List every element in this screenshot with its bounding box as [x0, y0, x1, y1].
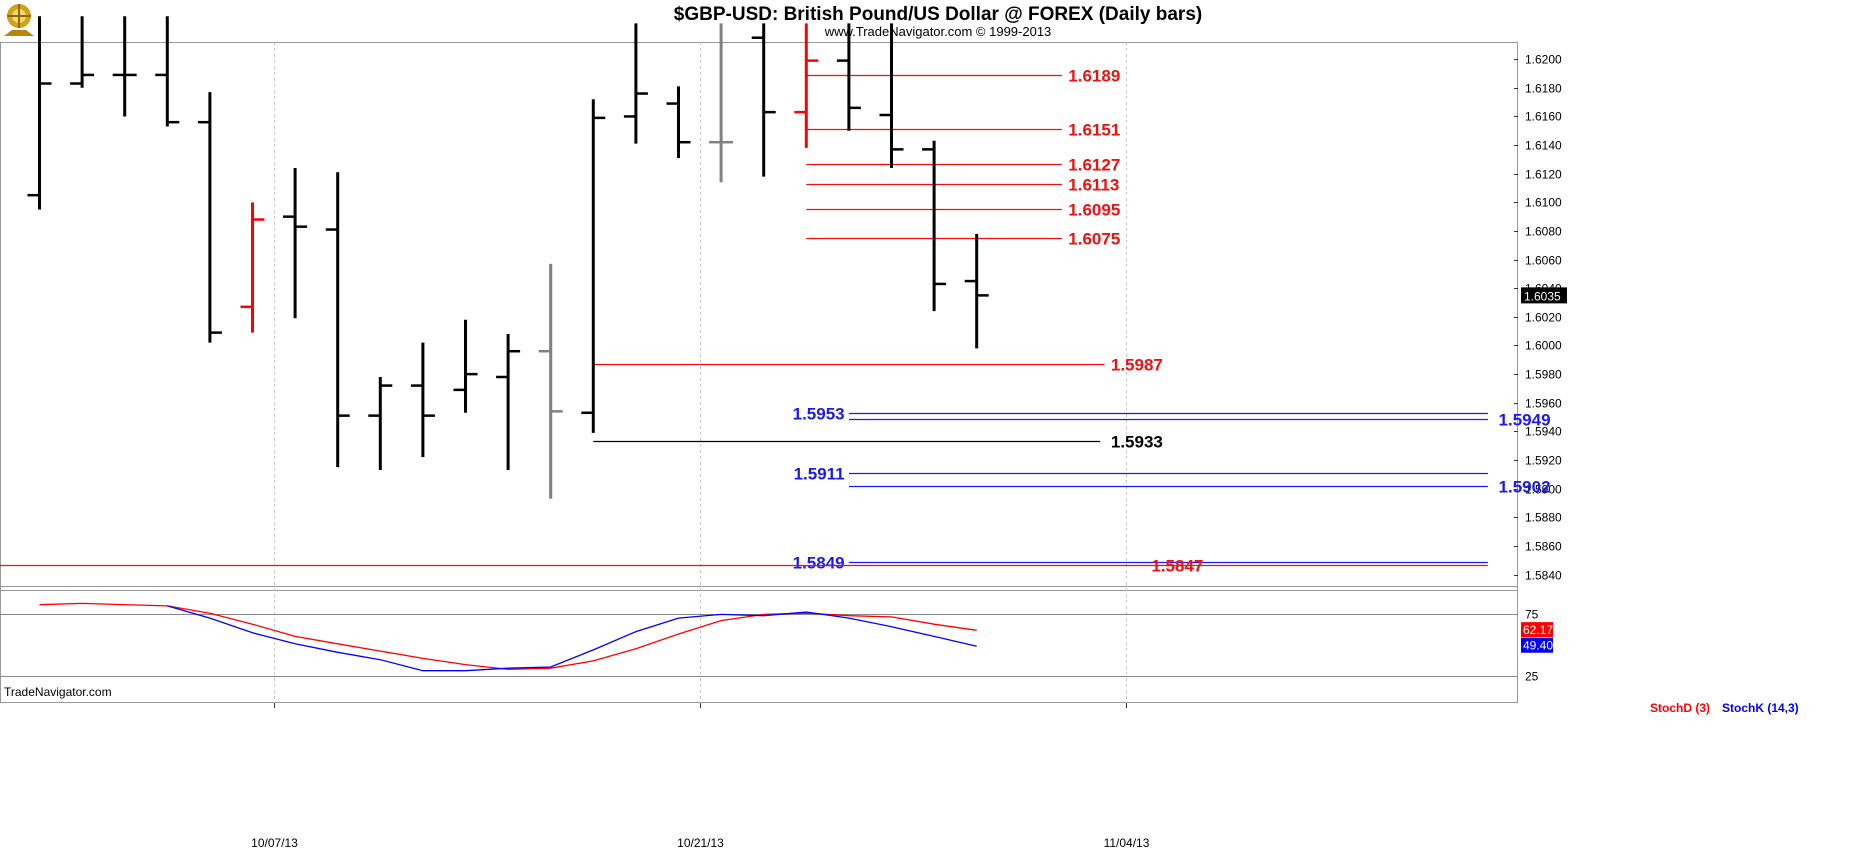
price-tick-label: 1.6180 [1525, 82, 1562, 96]
chart-title: $GBP-USD: British Pound/US Dollar @ FORE… [674, 4, 1202, 25]
ohlc-bar [70, 16, 95, 88]
date-label: 10/07/13 [251, 836, 298, 850]
level-label: 1.5949 [1499, 411, 1551, 430]
ohlc-bar [751, 23, 776, 177]
level-label: 1.5911 [794, 465, 845, 484]
stochk-last-badge [1521, 637, 1553, 653]
ohlc-bar [623, 23, 648, 144]
stochd-last-badge [1521, 622, 1553, 638]
stochd-last-label: 62.17 [1523, 623, 1553, 637]
level-label: 1.6127 [1068, 156, 1120, 175]
level-label: 1.6095 [1068, 201, 1120, 220]
ohlc-bar [709, 23, 734, 183]
price-tick-label: 1.5860 [1525, 540, 1562, 554]
price-tick-label: 1.5960 [1525, 397, 1562, 411]
level-label: 1.5987 [1111, 356, 1163, 375]
price-tick-label: 1.6020 [1525, 311, 1562, 325]
ohlc-bar [283, 167, 308, 319]
price-tick-label: 1.5900 [1525, 483, 1562, 497]
stoch-tick-label: 25 [1525, 670, 1539, 684]
price-tick-label: 1.6160 [1525, 110, 1562, 124]
price-tick-label: 1.6200 [1525, 53, 1562, 67]
ohlc-bar [27, 16, 52, 210]
ohlc-bar [197, 92, 222, 343]
level-label: 1.6113 [1068, 176, 1119, 195]
stochd-legend: StochD (3) [1650, 701, 1710, 715]
level-label: 1.6151 [1068, 121, 1120, 140]
price-tick-label: 1.5940 [1525, 425, 1562, 439]
price-tick-label: 1.6000 [1525, 339, 1562, 353]
level-label: 1.5847 [1151, 557, 1203, 576]
ohlc-bar [581, 99, 606, 433]
ohlc-bar [922, 140, 947, 312]
level-label: 1.5849 [793, 554, 845, 573]
ohlc-bar [836, 23, 861, 131]
ohlc-bar [879, 23, 904, 168]
plot-area [0, 42, 1518, 703]
ohlc-bar [155, 16, 180, 127]
ohlc-bar [325, 172, 350, 468]
price-tick-label: 1.6120 [1525, 168, 1562, 182]
stoch-tick-label: 75 [1525, 608, 1539, 622]
watermark: TradeNavigator.com [4, 685, 112, 699]
last-price-label: 1.6035 [1524, 289, 1561, 303]
level-label: 1.5902 [1499, 478, 1551, 497]
price-tick-label: 1.6080 [1525, 225, 1562, 239]
price-tick-label: 1.6060 [1525, 254, 1562, 268]
chart-subtitle: www.TradeNavigator.com © 1999-2013 [824, 24, 1052, 39]
stochk-last-label: 49.40 [1523, 639, 1553, 653]
ohlc-bar [794, 23, 819, 148]
level-label: 1.5933 [1111, 433, 1163, 452]
price-tick-label: 1.5880 [1525, 511, 1562, 525]
stochk-line [167, 605, 977, 672]
ohlc-bar [496, 334, 521, 471]
level-label: 1.5953 [793, 405, 845, 424]
date-label: 11/04/13 [1104, 836, 1150, 850]
last-price-badge [1521, 287, 1567, 304]
date-label: 10/21/13 [677, 836, 724, 850]
ohlc-bar [368, 376, 393, 471]
ohlc-bar [666, 86, 691, 158]
ohlc-bar [410, 342, 435, 458]
trade-navigator-logo-icon [4, 4, 34, 36]
ohlc-bar [240, 202, 265, 333]
level-label: 1.6075 [1068, 230, 1120, 249]
stochk-legend: StochK (14,3) [1722, 701, 1799, 715]
ohlc-bar [964, 233, 989, 349]
price-tick-label: 1.5840 [1525, 569, 1562, 583]
price-tick-label: 1.5920 [1525, 454, 1562, 468]
price-tick-label: 1.5980 [1525, 368, 1562, 382]
price-tick-label: 1.6140 [1525, 139, 1562, 153]
price-tick-label: 1.6100 [1525, 196, 1562, 210]
ohlc-bar [538, 263, 563, 499]
ohlc-bar [112, 16, 137, 117]
level-label: 1.6189 [1068, 67, 1120, 86]
ohlc-bar [453, 319, 478, 413]
